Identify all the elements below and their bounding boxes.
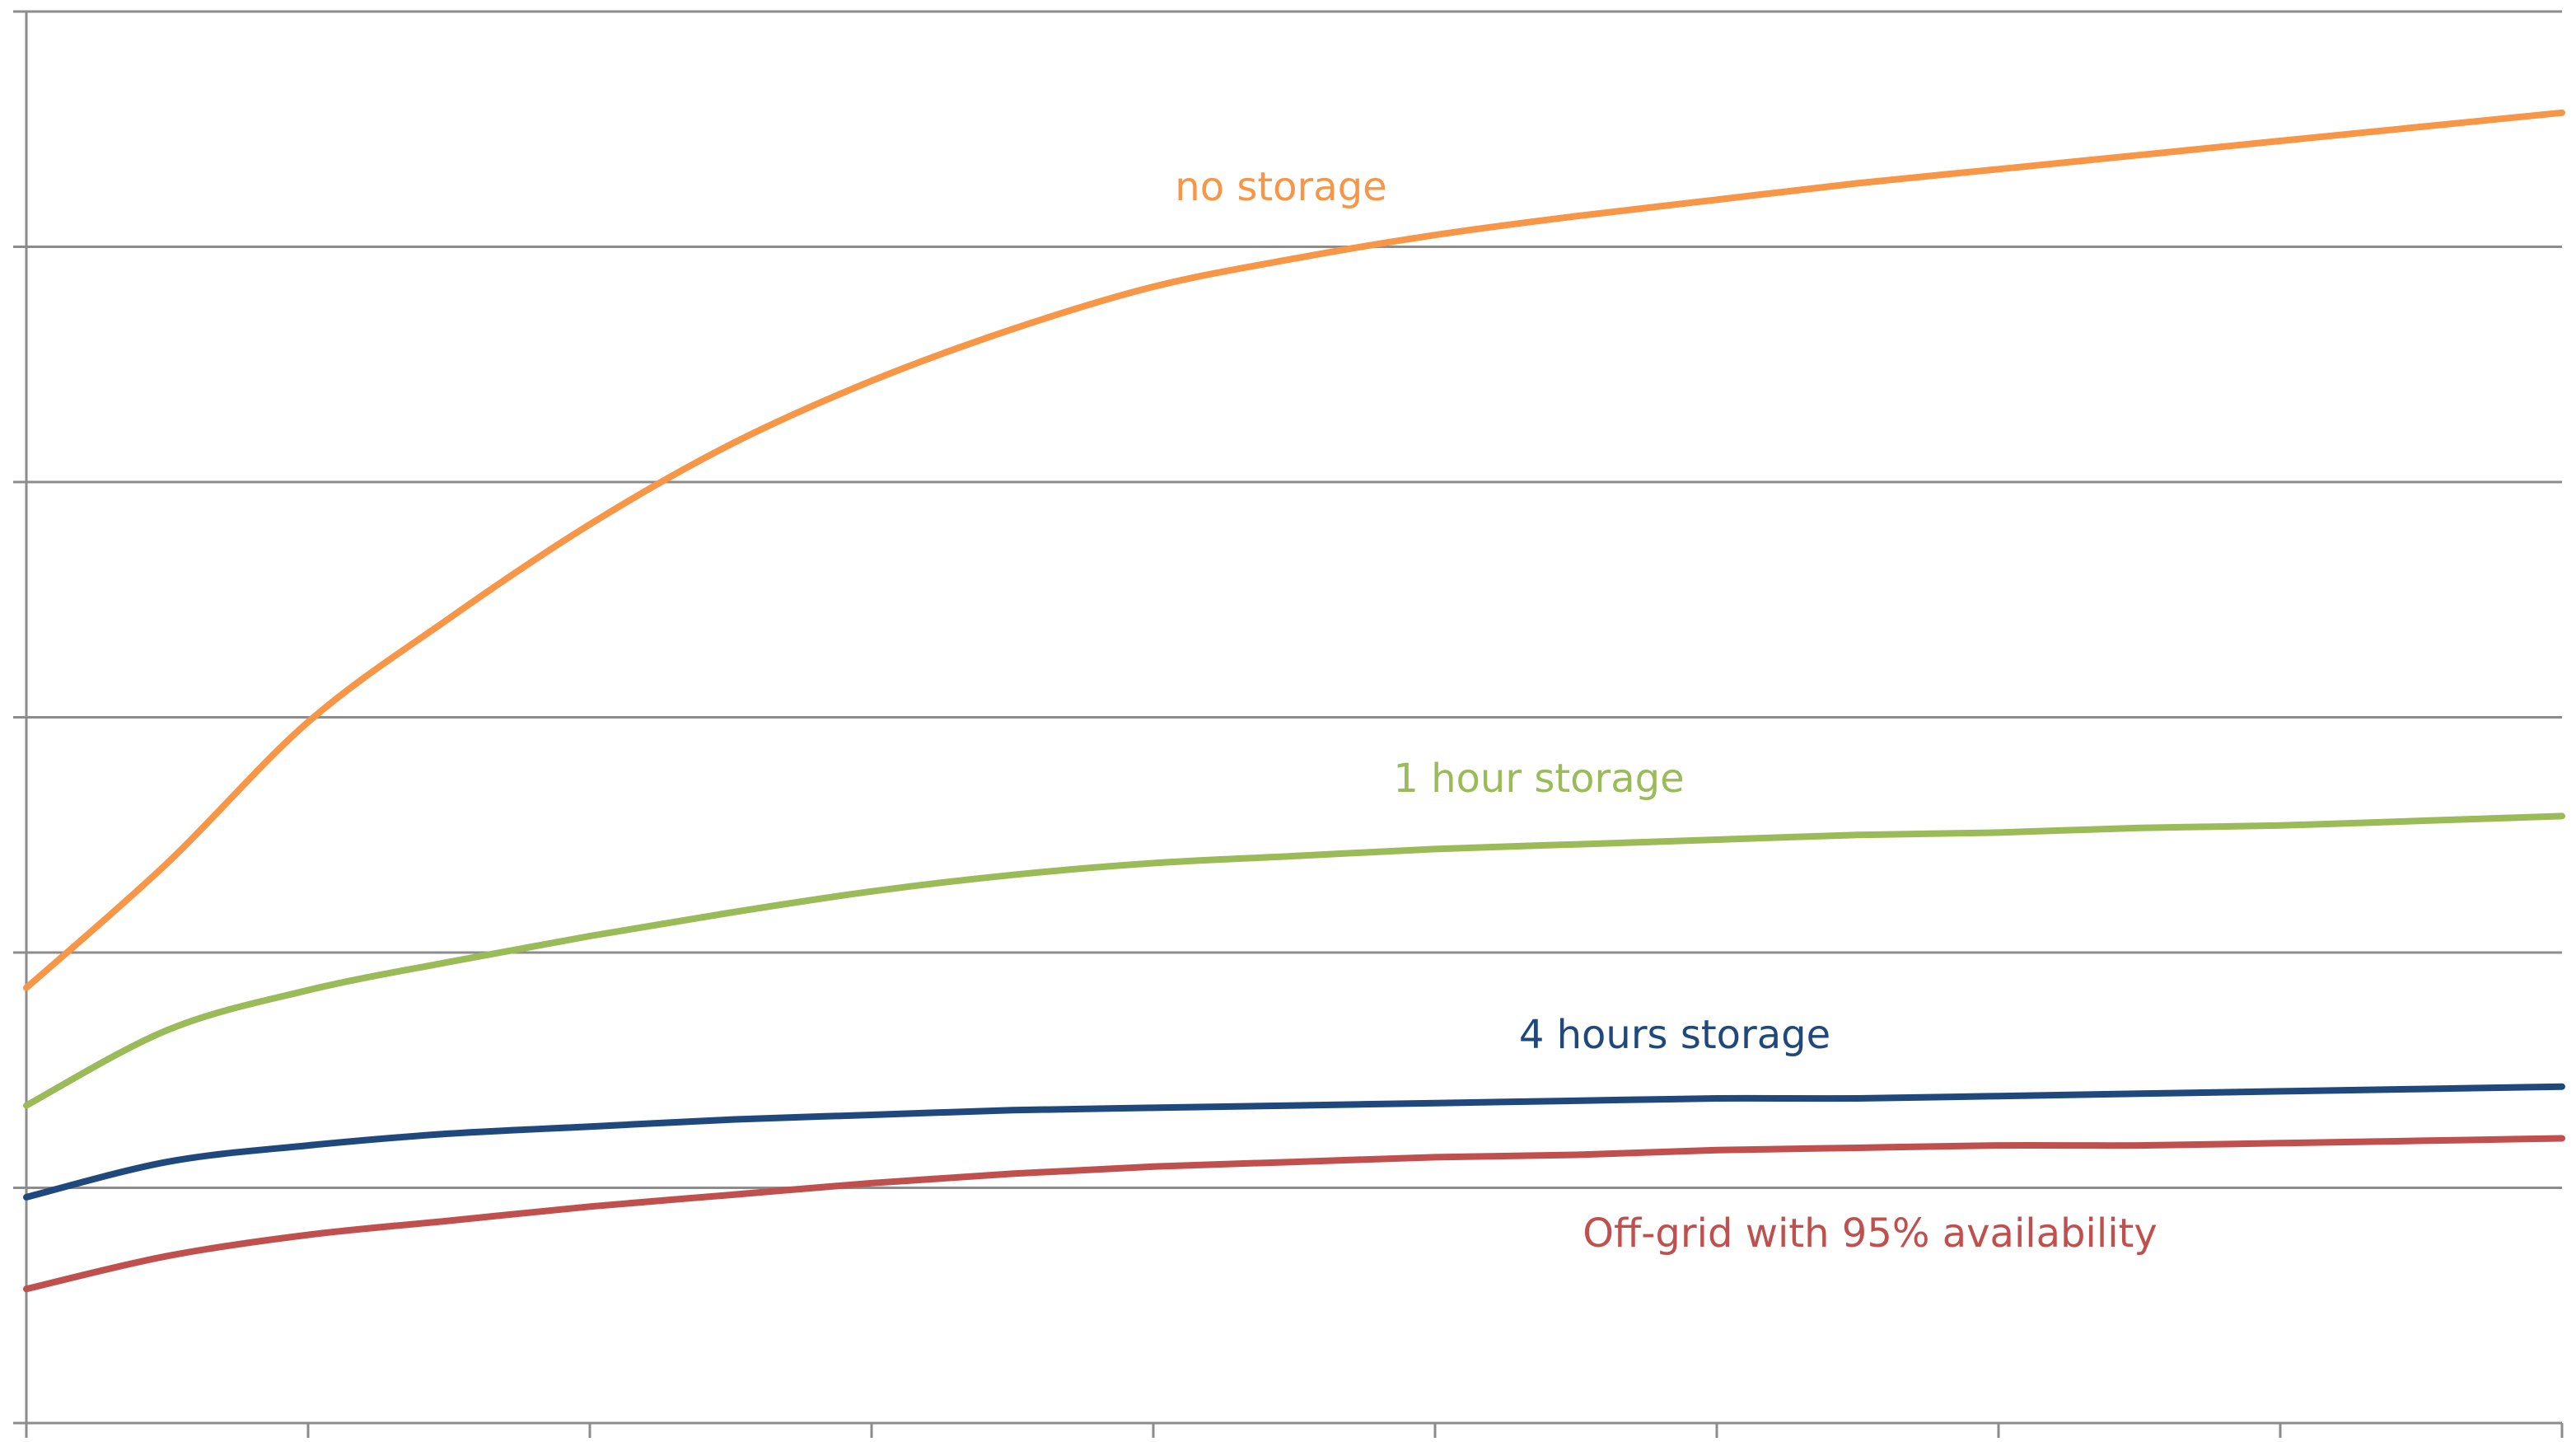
series-line-4-hours-storage [23, 1083, 2565, 1201]
label-4-hours-storage: 4 hours storage [1519, 1012, 1830, 1058]
label-no-storage: no storage [1175, 164, 1386, 210]
series-labels: no storage 1 hour storage 4 hours storag… [1175, 164, 2157, 1257]
series-line-1-hour-storage [23, 812, 2565, 1109]
axes [25, 12, 2562, 1425]
label-1-hour-storage: 1 hour storage [1393, 756, 1684, 802]
series-line-off-grid-with-95-availability [23, 1135, 2565, 1293]
series-line-no-storage [23, 109, 2565, 991]
label-off-grid-95: Off-grid with 95% availability [1583, 1210, 2158, 1257]
gridlines [13, 10, 2564, 1438]
series-lines [23, 109, 2565, 1293]
